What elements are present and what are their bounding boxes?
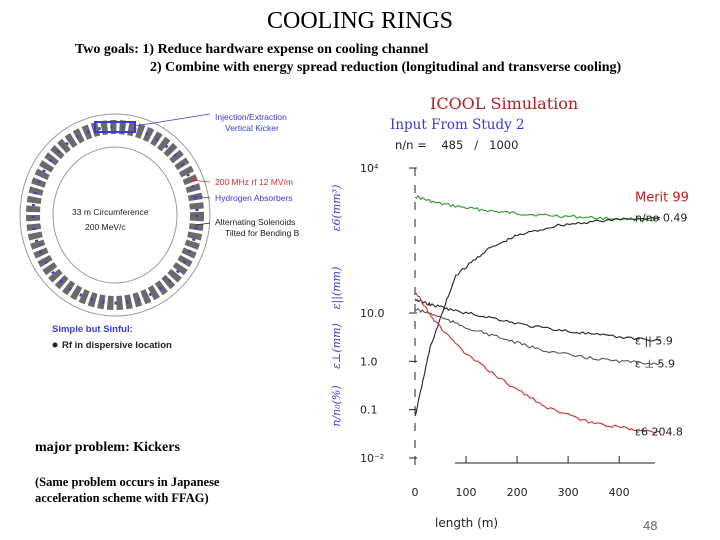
label-rf-location: Rf in dispersive location — [62, 340, 172, 351]
chart-title: ICOOL Simulation — [430, 94, 578, 113]
series-label-3: ε ⊥ 5.9 — [635, 358, 675, 371]
label-injection: Injection/Extraction — [215, 112, 287, 122]
label-rf: 200 MHz rf 12 MV/m — [215, 177, 293, 187]
y-tick-labels: 10⁴ 10.0 1.0 0.1 10⁻² — [360, 162, 385, 465]
y-axis-label: ε⊥(mm) — [330, 323, 343, 369]
bullet-icon — [52, 342, 58, 348]
label-momentum: 200 MeV/c — [85, 222, 126, 232]
x-tick-label: 300 — [558, 486, 579, 499]
series-label-0: Merit 99 — [635, 191, 689, 206]
note-line-2: acceleration scheme with FFAG) — [35, 491, 209, 505]
x-axis-label: length (m) — [435, 516, 498, 530]
goal-line-1: Two goals: 1) Reduce hardware expense on… — [75, 42, 429, 57]
icool-chart: ICOOL Simulation Input From Study 2 n/n … — [330, 94, 689, 530]
goal-line-2: 2) Combine with energy spread reduction … — [150, 60, 622, 75]
label-solenoids-2: Tilted for Bending B — [225, 228, 300, 238]
ring-structure — [19, 113, 211, 317]
series-line-2 — [414, 298, 661, 342]
label-solenoids-1: Alternating Solenoids — [215, 217, 295, 227]
cooling-ring-diagram: Injection/Extraction Vertical Kicker 200… — [19, 112, 300, 351]
series-line-1 — [414, 216, 661, 417]
series-label-1: n/no 0.49 — [635, 211, 687, 224]
note-line-1: (Same problem occurs in Japanese — [35, 475, 220, 489]
y-tick-label: 10⁻² — [360, 452, 384, 465]
y-tick-label: 0.1 — [360, 404, 378, 417]
y-axis-labels: ε6(mm³) ε||(mm) ε⊥(mm) n/n₀(%) — [330, 185, 344, 427]
series-line-0 — [414, 195, 661, 222]
page-number: 48 — [643, 518, 658, 533]
label-simple-but-sinful: Simple but Sinful: — [52, 324, 133, 335]
series-line-3 — [414, 307, 661, 366]
x-tick-label: 100 — [456, 486, 477, 499]
label-kicker: Vertical Kicker — [225, 123, 279, 133]
chart-axes — [409, 167, 655, 466]
series-line-4 — [414, 291, 661, 434]
x-tick-labels: 0 100 200 300 400 — [412, 486, 630, 499]
slide-title: COOLING RINGS — [267, 8, 453, 34]
y-axis-label: ε||(mm) — [330, 267, 344, 310]
chart-series — [414, 195, 661, 434]
series-label-2: ε || 5.9 — [635, 334, 673, 347]
y-axis-label: ε6(mm³) — [330, 185, 343, 232]
x-tick-label: 200 — [507, 486, 528, 499]
label-circumference: 33 m Circumference — [72, 207, 149, 217]
chart-subtitle: Input From Study 2 — [390, 117, 525, 133]
y-axis-label: n/n₀(%) — [330, 385, 343, 426]
y-tick-label: 10⁴ — [360, 162, 379, 175]
count-label: n/n = 485 / 1000 — [395, 138, 518, 152]
series-labels: Merit 99 n/no 0.49 ε || 5.9 ε ⊥ 5.9 ε6 204.8 — [635, 191, 689, 439]
x-tick-label: 400 — [609, 486, 630, 499]
x-tick-label: 0 — [412, 486, 419, 499]
y-tick-label: 1.0 — [360, 355, 378, 368]
problem-text: major problem: Kickers — [35, 440, 180, 455]
series-label-4: ε6 204.8 — [635, 426, 683, 439]
label-absorbers: Hydrogen Absorbers — [215, 193, 293, 203]
y-tick-label: 10.0 — [360, 307, 385, 320]
